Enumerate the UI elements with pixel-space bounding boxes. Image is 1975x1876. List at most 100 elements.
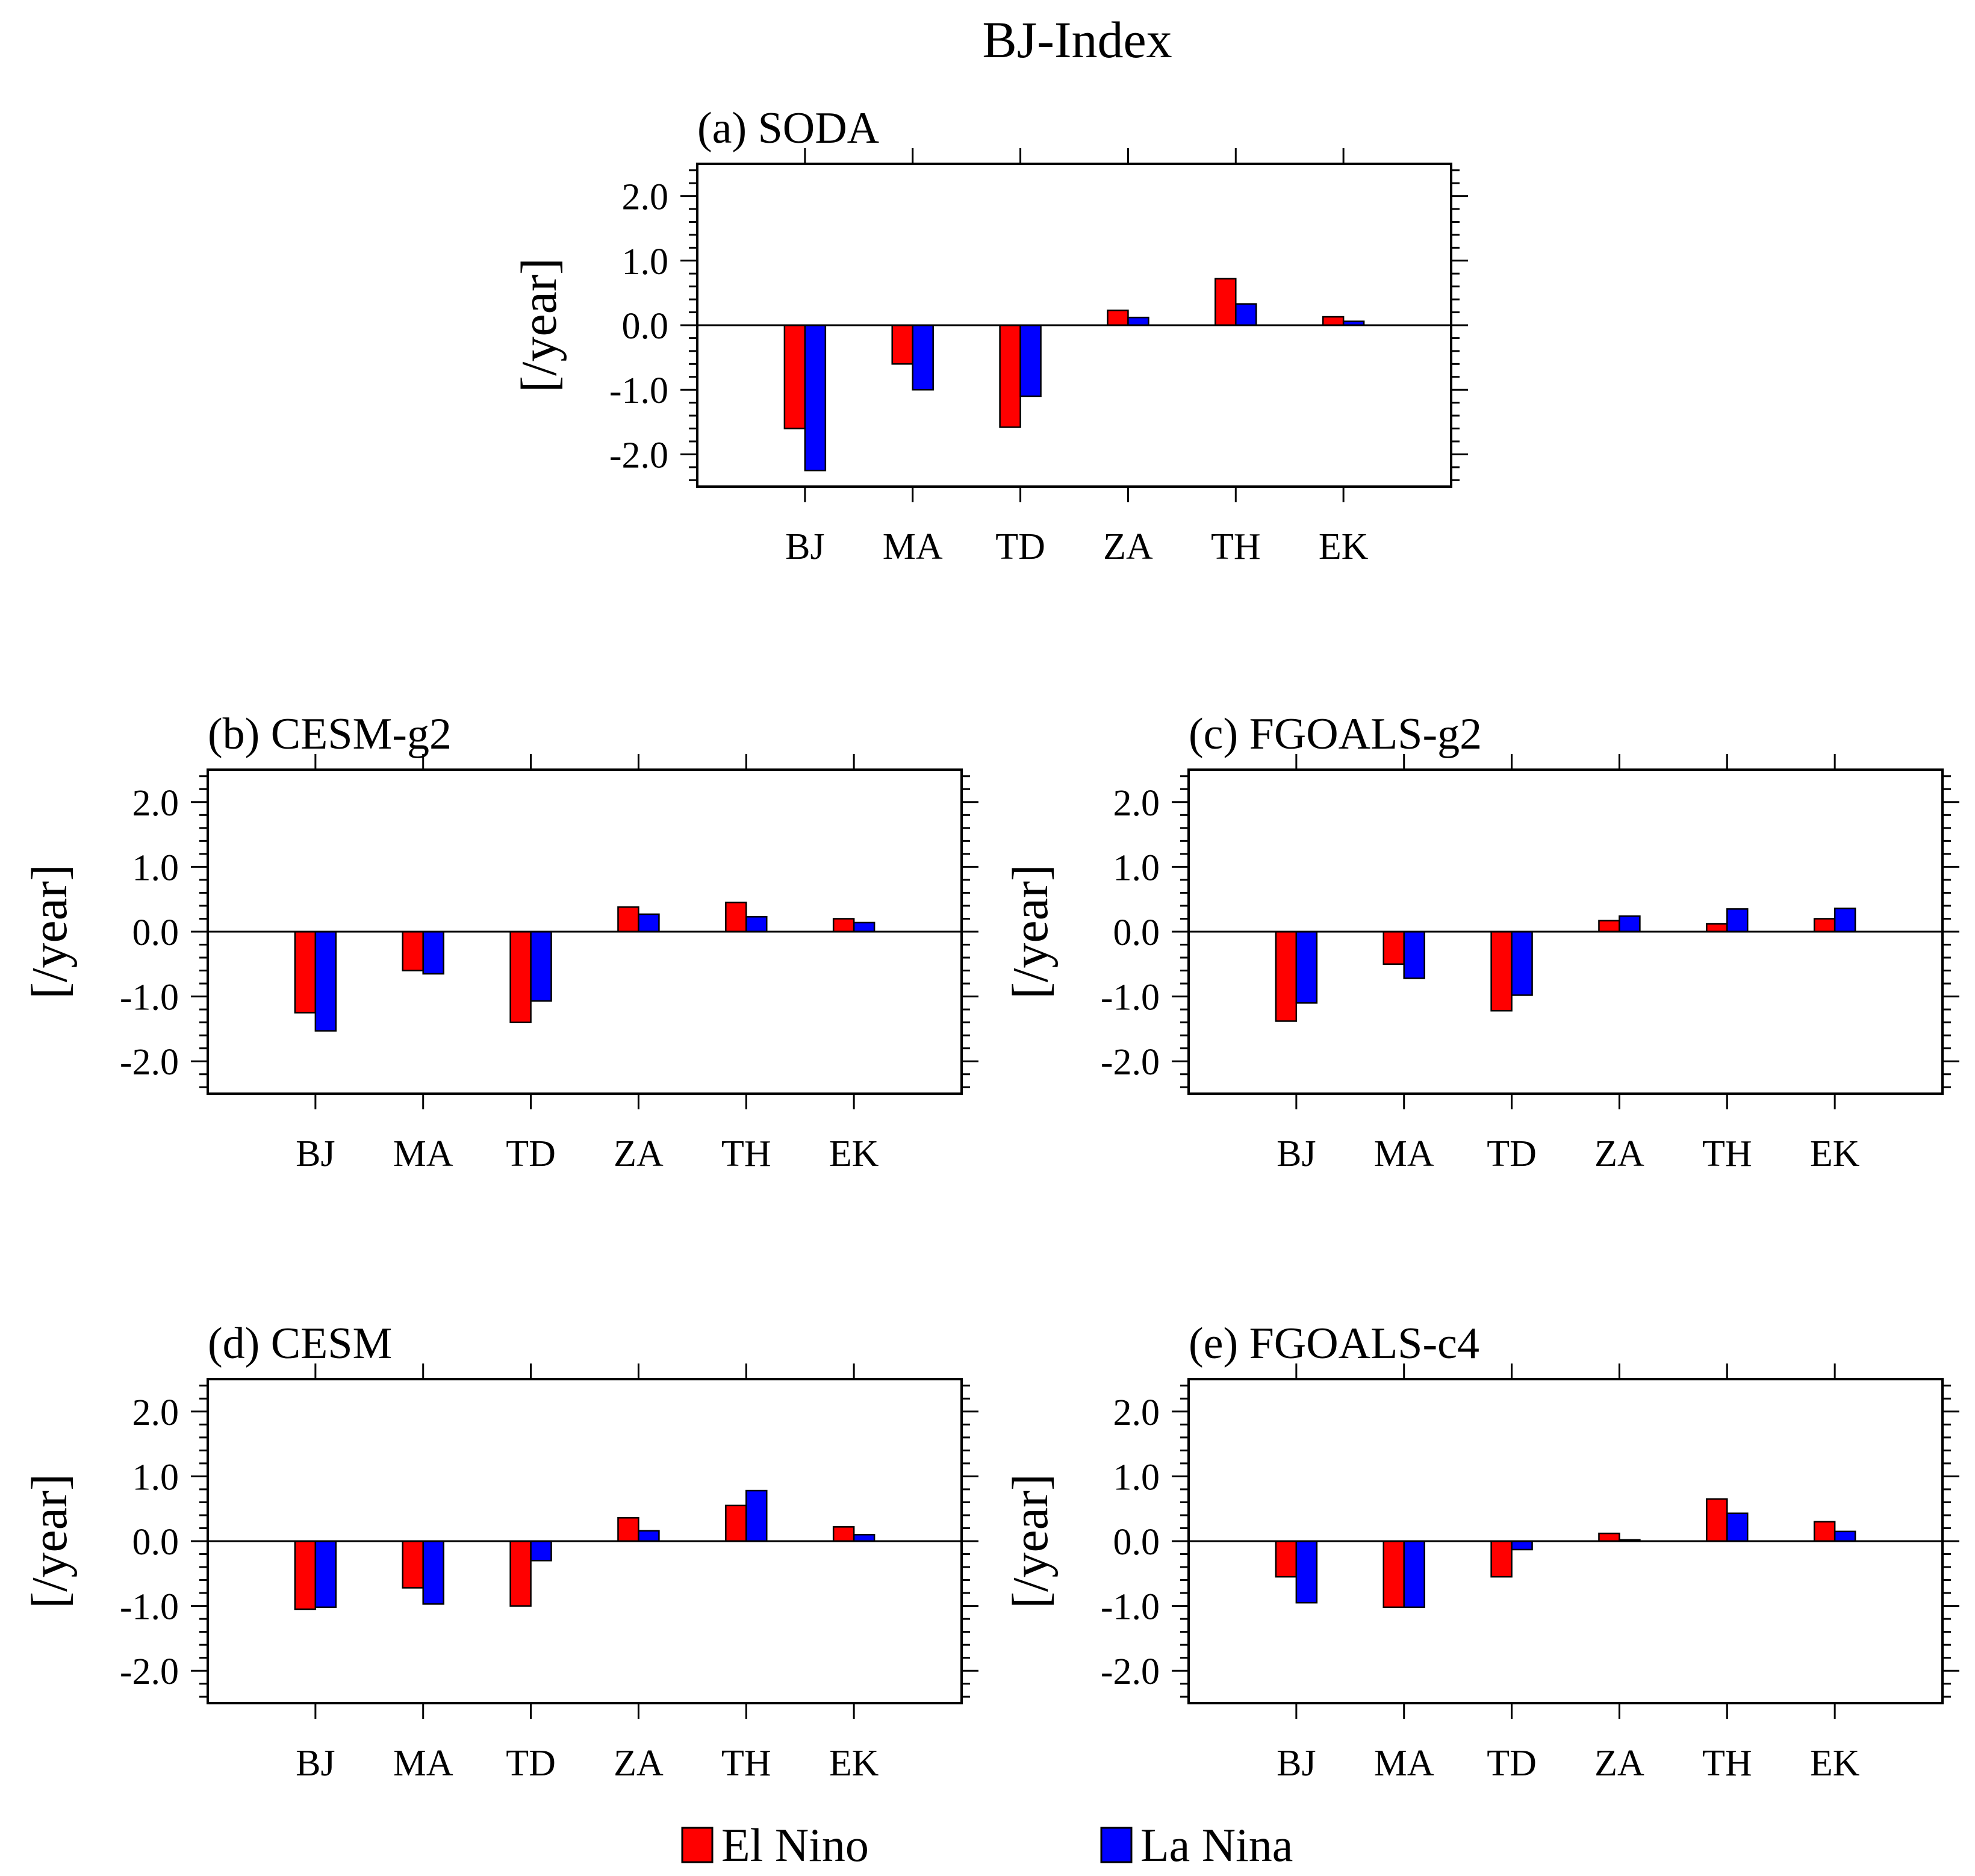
- bar-la-nina-th: [745, 916, 768, 933]
- bar-la-nina-za: [638, 1530, 660, 1542]
- bar-el-nino-ma: [1382, 1540, 1405, 1609]
- x-tick-label: BJ: [1277, 1133, 1316, 1174]
- bar-el-nino-bj: [1275, 930, 1298, 1022]
- bar-el-nino-td: [1490, 930, 1513, 1012]
- x-tick-label: TH: [1211, 526, 1261, 567]
- x-tick-label: MA: [393, 1133, 453, 1174]
- bar-la-nina-za: [1619, 915, 1641, 933]
- bar-la-nina-ma: [422, 930, 444, 975]
- chart-panels: 2.0 1.0 0.0 -1.0 -2.0 [/year] (a) SODA BJ MA TD ZA…: [22, 104, 1959, 1784]
- x-tick-label: TD: [995, 526, 1045, 567]
- panel-title: (b) CESM-g2: [208, 709, 452, 759]
- bar-la-nina-bj: [1295, 930, 1318, 1004]
- panel-1: 2.0 1.0 0.0 -1.0 -2.0 [/year] (a) SODA BJ MA TD ZA…: [511, 104, 1468, 567]
- bar-el-nino-za: [617, 1517, 639, 1542]
- y-tick-label: -1.0: [1101, 977, 1160, 1018]
- x-tick-label: ZA: [614, 1743, 664, 1784]
- y-tick-label: 0.0: [622, 306, 669, 347]
- x-tick-label: TH: [721, 1133, 771, 1174]
- x-tick-label: BJ: [296, 1743, 335, 1784]
- y-tick-label: 2.0: [132, 783, 179, 824]
- y-tick-label: 1.0: [132, 847, 179, 888]
- y-tick-label: -2.0: [1101, 1651, 1160, 1692]
- y-tick-label: -2.0: [1101, 1042, 1160, 1083]
- y-axis-label: [/year]: [511, 258, 567, 393]
- bar-el-nino-ek: [1813, 918, 1836, 933]
- legend-label-la-nina: La Nina: [1140, 1819, 1293, 1871]
- bar-el-nino-th: [725, 1504, 747, 1542]
- bar-el-nino-ek: [1813, 1521, 1836, 1542]
- bar-el-nino-td: [1490, 1540, 1513, 1578]
- x-tick-label: BJ: [296, 1133, 335, 1174]
- bar-la-nina-ek: [1833, 908, 1856, 933]
- x-tick-label: EK: [829, 1743, 879, 1784]
- bar-el-nino-th: [1706, 1498, 1728, 1542]
- y-axis-label: [/year]: [1003, 1474, 1059, 1609]
- bar-el-nino-th: [1215, 278, 1237, 326]
- x-tick-label: TD: [1487, 1133, 1537, 1174]
- bar-la-nina-bj: [314, 930, 337, 1032]
- bar-el-nino-ek: [1322, 316, 1345, 326]
- x-tick-label: EK: [1810, 1133, 1860, 1174]
- y-tick-label: -1.0: [609, 370, 668, 411]
- bar-el-nino-za: [1598, 1532, 1620, 1542]
- x-tick-label: TD: [1487, 1743, 1537, 1784]
- x-tick-label: TD: [506, 1743, 556, 1784]
- x-tick-label: TH: [1702, 1133, 1752, 1174]
- x-tick-label: EK: [1810, 1743, 1860, 1784]
- figure-title: BJ-Index: [982, 11, 1172, 69]
- bar-el-nino-ma: [402, 1540, 424, 1589]
- y-tick-label: 0.0: [1113, 912, 1160, 953]
- y-tick-label: -1.0: [1101, 1587, 1160, 1628]
- y-tick-label: -1.0: [120, 1587, 179, 1628]
- x-tick-label: ZA: [1594, 1133, 1644, 1174]
- x-tick-label: MA: [883, 526, 943, 567]
- bar-el-nino-bj: [783, 324, 806, 429]
- panel-title: (a) SODA: [697, 104, 879, 153]
- x-tick-label: MA: [1374, 1743, 1434, 1784]
- y-tick-label: 2.0: [1113, 783, 1160, 824]
- x-tick-label: ZA: [614, 1133, 664, 1174]
- bar-la-nina-ek: [853, 921, 876, 933]
- panel-title: (d) CESM: [208, 1319, 392, 1368]
- y-tick-label: 1.0: [132, 1457, 179, 1498]
- legend-swatch-la-nina: [1100, 1827, 1133, 1863]
- panel-title: (e) FGOALS-c4: [1189, 1319, 1479, 1368]
- x-tick-label: TD: [506, 1133, 556, 1174]
- bar-el-nino-th: [1706, 923, 1728, 933]
- y-tick-label: 1.0: [622, 242, 669, 282]
- y-tick-label: 0.0: [132, 912, 179, 953]
- bar-la-nina-td: [530, 930, 552, 1002]
- y-axis-label: [/year]: [22, 1474, 78, 1609]
- legend-swatch-el-nino: [681, 1827, 714, 1863]
- x-tick-label: BJ: [1277, 1743, 1316, 1784]
- y-axis-label: [/year]: [22, 864, 78, 999]
- bar-la-nina-ma: [1403, 1540, 1425, 1609]
- bar-el-nino-bj: [1275, 1540, 1298, 1578]
- x-tick-label: BJ: [785, 526, 824, 567]
- bar-la-nina-ek: [853, 1533, 876, 1542]
- bar-el-nino-th: [725, 902, 747, 933]
- x-tick-label: MA: [393, 1743, 453, 1784]
- y-tick-label: 0.0: [132, 1522, 179, 1563]
- panel-3: 2.0 1.0 0.0 -1.0 -2.0 [/year] (c) FGOALS-g2 BJ M…: [1003, 709, 1959, 1174]
- x-tick-label: ZA: [1594, 1743, 1644, 1784]
- bar-el-nino-ek: [832, 1526, 855, 1542]
- bar-el-nino-ma: [1382, 930, 1405, 965]
- bar-el-nino-za: [1598, 920, 1620, 933]
- bar-la-nina-ek: [1833, 1530, 1856, 1542]
- x-tick-label: ZA: [1103, 526, 1153, 567]
- bar-la-nina-ma: [422, 1540, 444, 1605]
- bar-la-nina-bj: [804, 324, 827, 472]
- y-tick-label: 1.0: [1113, 847, 1160, 888]
- bar-el-nino-td: [509, 930, 532, 1023]
- bar-la-nina-bj: [1295, 1540, 1318, 1604]
- y-tick-label: 1.0: [1113, 1457, 1160, 1498]
- panel-4: 2.0 1.0 0.0 -1.0 -2.0 [/year] (d) CESM BJ MA TD ZA…: [22, 1319, 978, 1784]
- legend-label-el-nino: El Nino: [721, 1819, 869, 1871]
- bar-el-nino-za: [617, 906, 639, 933]
- y-tick-label: -2.0: [609, 435, 668, 476]
- y-tick-label: -2.0: [120, 1651, 179, 1692]
- y-tick-label: -1.0: [120, 977, 179, 1018]
